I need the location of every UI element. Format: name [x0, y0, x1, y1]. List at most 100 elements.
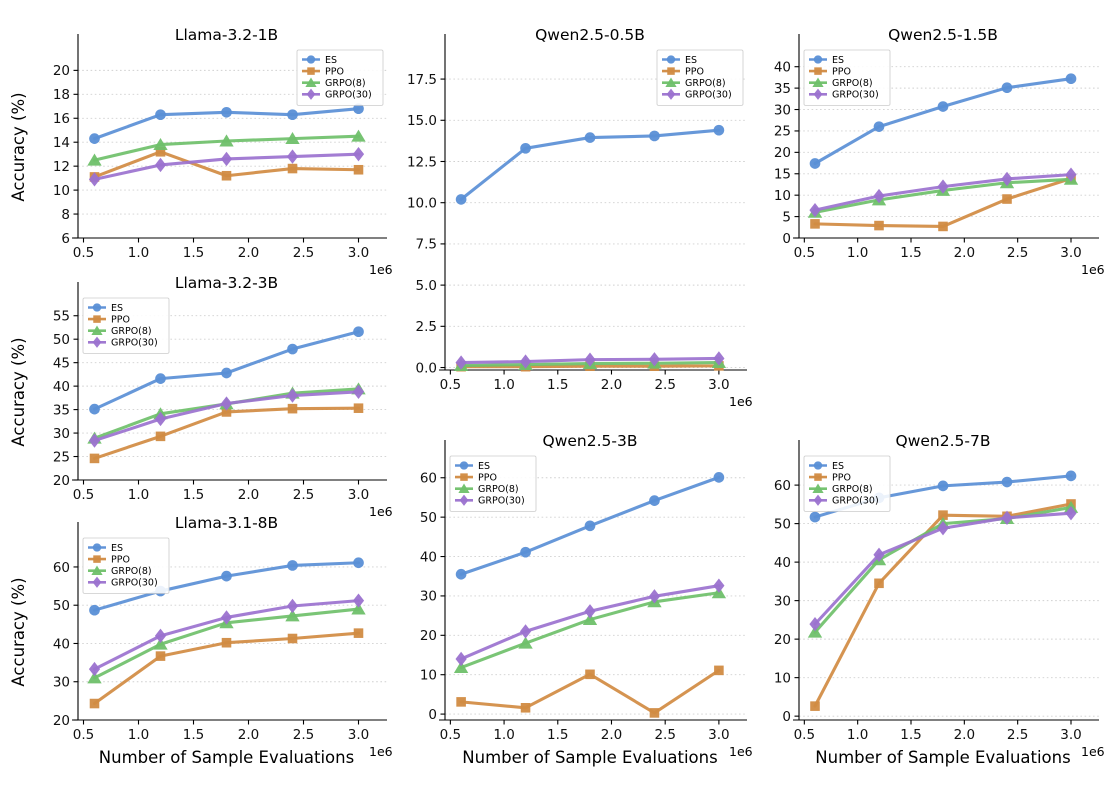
x-tick-label: 1.5	[900, 245, 921, 261]
legend-label: ES	[111, 543, 123, 554]
x-tick-label: 3.0	[348, 727, 369, 743]
legend-label: GRPO(8)	[478, 484, 519, 495]
legend-item-ppo[interactable]: PPO	[662, 67, 704, 78]
y-tick-label: 50	[53, 332, 70, 348]
y-axis-ticks: 20 30 40 50 60	[53, 560, 78, 729]
legend-item-es[interactable]: ES	[302, 55, 337, 66]
legend-item-grpo8[interactable]: GRPO(8)	[455, 483, 519, 496]
legend-item-grpo30[interactable]: GRPO(30)	[809, 494, 879, 507]
x-axis-ticks: 0.5 1.0 1.5 2.0 2.5 3.0	[73, 480, 369, 503]
series-grpo30	[88, 593, 365, 677]
legend-label: ES	[832, 55, 844, 66]
series-grpo30	[809, 167, 1077, 218]
x-tick-label: 0.5	[73, 245, 94, 261]
legend-item-grpo30[interactable]: GRPO(30)	[88, 576, 158, 589]
y-tick-label: 25	[774, 124, 791, 140]
legend-item-ppo[interactable]: PPO	[88, 315, 130, 326]
y-tick-label: 12	[53, 159, 70, 175]
legend-item-ppo[interactable]: PPO	[809, 67, 851, 78]
legend-label: ES	[685, 55, 697, 66]
legend-item-ppo[interactable]: PPO	[809, 473, 851, 484]
legend-item-grpo30[interactable]: GRPO(30)	[302, 88, 372, 101]
legend-label: GRPO(8)	[111, 326, 152, 337]
series-es	[809, 73, 1077, 169]
y-tick-label: 60	[53, 560, 70, 576]
x-tick-label: 2.0	[954, 245, 975, 261]
y-tick-label: 30	[53, 426, 70, 442]
legend-item-grpo8[interactable]: GRPO(8)	[88, 325, 152, 338]
x-tick-label: 2.0	[238, 727, 259, 743]
y-tick-label: 50	[420, 510, 437, 526]
legend-item-grpo30[interactable]: GRPO(30)	[455, 494, 525, 507]
legend-item-ppo[interactable]: PPO	[88, 555, 130, 566]
y-axis-ticks: 0 10 20 30 40 50 60	[774, 478, 799, 725]
series-grpo8	[87, 129, 366, 166]
legend-item-grpo8[interactable]: GRPO(8)	[809, 483, 873, 496]
series-es	[455, 472, 725, 580]
y-tick-label: 20	[420, 628, 437, 644]
y-tick-label: 50	[53, 598, 70, 614]
x-tick-label: 3.0	[708, 727, 729, 743]
legend-item-ppo[interactable]: PPO	[455, 473, 497, 484]
y-tick-label: 2.5	[416, 319, 437, 335]
legend-item-grpo30[interactable]: GRPO(30)	[662, 88, 732, 101]
y-axis-ticks: 0 10 20 30 40 50 60	[420, 471, 445, 723]
legend-item-grpo8[interactable]: GRPO(8)	[302, 77, 366, 90]
legend-label: ES	[325, 55, 337, 66]
x-tick-label: 0.5	[440, 377, 461, 393]
legend-item-es[interactable]: ES	[662, 55, 697, 66]
legend-item-es[interactable]: ES	[88, 543, 123, 554]
legend-item-es[interactable]: ES	[88, 303, 123, 314]
series-group	[87, 326, 366, 464]
y-tick-label: 60	[774, 478, 791, 494]
x-axis-exponent-label: 1e6	[1081, 744, 1105, 759]
legend-label: ES	[832, 461, 844, 472]
y-tick-label: 10	[774, 188, 791, 204]
x-axis-ticks: 0.5 1.0 1.5 2.0 2.5 3.0	[440, 370, 730, 393]
legend-item-grpo30[interactable]: GRPO(30)	[809, 88, 879, 101]
x-tick-label: 0.5	[794, 727, 815, 743]
x-tick-label: 1.0	[493, 727, 514, 743]
y-tick-label: 30	[774, 593, 791, 609]
legend-item-grpo8[interactable]: GRPO(8)	[662, 77, 726, 90]
x-axis-exponent-label: 1e6	[729, 744, 753, 759]
y-tick-label: 50	[774, 516, 791, 532]
y-tick-label: 5	[782, 209, 791, 225]
x-axis-ticks: 0.5 1.0 1.5 2.0 2.5 3.0	[440, 720, 730, 743]
x-tick-label: 2.0	[954, 727, 975, 743]
x-tick-label: 1.0	[493, 377, 514, 393]
legend-item-es[interactable]: ES	[809, 55, 844, 66]
y-tick-label: 15.0	[407, 113, 437, 129]
y-axis-label: Accuracy (%)	[9, 337, 28, 446]
series-es	[89, 103, 364, 144]
legend-item-grpo30[interactable]: GRPO(30)	[88, 336, 158, 349]
legend-item-grpo8[interactable]: GRPO(8)	[88, 565, 152, 578]
y-tick-label: 12.5	[407, 154, 437, 170]
chart-panel-qwen2-5-0-5b: Qwen2.5-0.5B 0.0 2.5 5.0 7.5 10.0 12.5 15.0 17.5…	[383, 18, 753, 418]
x-axis-ticks: 0.5 1.0 1.5 2.0 2.5 3.0	[794, 238, 1082, 261]
legend-item-grpo8[interactable]: GRPO(8)	[809, 77, 873, 90]
series-group	[453, 472, 727, 718]
series-es	[455, 124, 725, 205]
y-tick-label: 6	[61, 231, 70, 247]
x-tick-label: 2.5	[293, 245, 314, 261]
y-tick-label: 10.0	[407, 195, 437, 211]
legend-item-es[interactable]: ES	[455, 461, 490, 472]
y-tick-label: 20	[53, 63, 70, 79]
y-tick-label: 10	[774, 670, 791, 686]
y-axis-ticks: 20 25 30 35 40 45 50 55	[53, 309, 78, 489]
series-group	[453, 124, 727, 372]
x-tick-label: 2.0	[238, 245, 259, 261]
legend-item-ppo[interactable]: PPO	[302, 67, 344, 78]
legend-label: GRPO(30)	[111, 338, 158, 349]
legend-item-es[interactable]: ES	[809, 461, 844, 472]
legend-label: GRPO(8)	[832, 484, 873, 495]
series-grpo30	[88, 384, 365, 448]
chart-panel-qwen2-5-1-5b: Qwen2.5-1.5B 0 5 10 15 20 25 30 35 40 0.5 1.0 1.5 2.0…	[747, 18, 1111, 277]
legend-label: GRPO(30)	[685, 90, 732, 101]
